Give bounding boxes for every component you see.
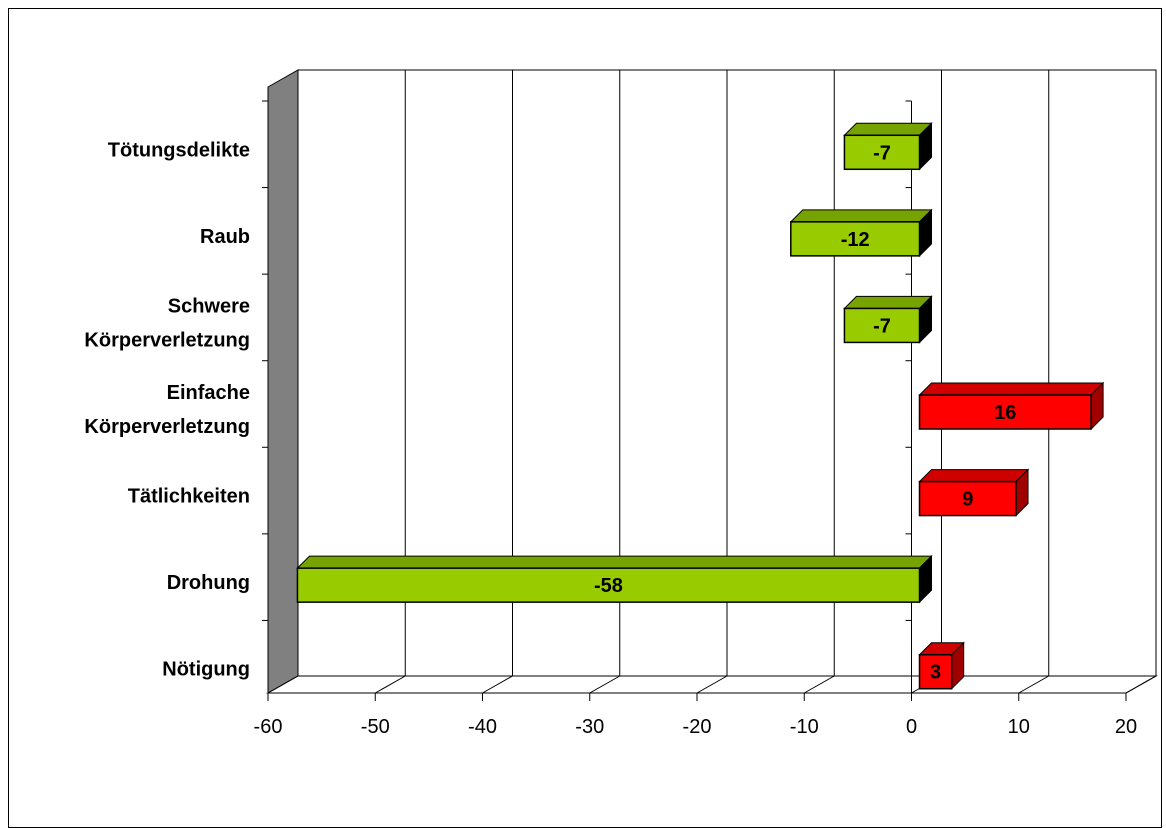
category-label: Nötigung (162, 659, 250, 681)
bar (918, 480, 1017, 517)
x-tick-label: -20 (683, 716, 712, 738)
category-label: Körperverletzung (84, 416, 250, 438)
category-label: Tätlichkeiten (128, 486, 250, 508)
x-tick-label: -10 (790, 716, 819, 738)
x-tick-label: -60 (254, 716, 283, 738)
bar (296, 567, 921, 603)
x-tick-label: -40 (468, 716, 497, 738)
bar-top-face (918, 469, 1030, 483)
x-floor-gridline (589, 675, 620, 694)
data-label: 3 (930, 662, 941, 684)
x-floor-gridline (696, 675, 728, 694)
category-label: Schwere (168, 295, 250, 317)
bar-top-face (789, 209, 933, 223)
bar (843, 307, 921, 344)
data-label: -7 (873, 315, 891, 337)
bar-top-face (296, 555, 933, 569)
x-floor-gridline (804, 675, 835, 694)
x-tick-label: 20 (1115, 716, 1137, 738)
data-label: 9 (962, 489, 973, 511)
x-tick-label: 10 (1008, 716, 1030, 738)
x-floor-gridline (267, 675, 299, 694)
bar (790, 221, 921, 257)
category-label: Drohung (167, 572, 250, 594)
x-floor-gridline (1125, 675, 1157, 694)
data-label: 16 (994, 402, 1016, 424)
category-label: Raub (200, 226, 250, 248)
data-label: -7 (873, 142, 891, 164)
x-floor-gridline (1018, 675, 1049, 694)
bar-top-face (843, 122, 933, 136)
plot-side-wall (267, 69, 299, 694)
bar (843, 134, 921, 171)
bar-top-face (918, 382, 1105, 396)
bar (918, 653, 953, 690)
bar (918, 394, 1092, 430)
x-tick-label: -50 (361, 716, 390, 738)
data-label: -58 (594, 575, 623, 597)
category-label: Körperverletzung (84, 329, 250, 351)
category-label: Einfache (167, 382, 250, 404)
data-label: -12 (841, 229, 870, 251)
x-tick-label: 0 (906, 716, 917, 738)
x-floor-gridline (482, 675, 513, 694)
bar-top-face (843, 295, 933, 309)
x-floor-gridline (375, 675, 406, 694)
category-label: Tötungsdelikte (108, 139, 250, 161)
x-tick-label: -30 (575, 716, 604, 738)
